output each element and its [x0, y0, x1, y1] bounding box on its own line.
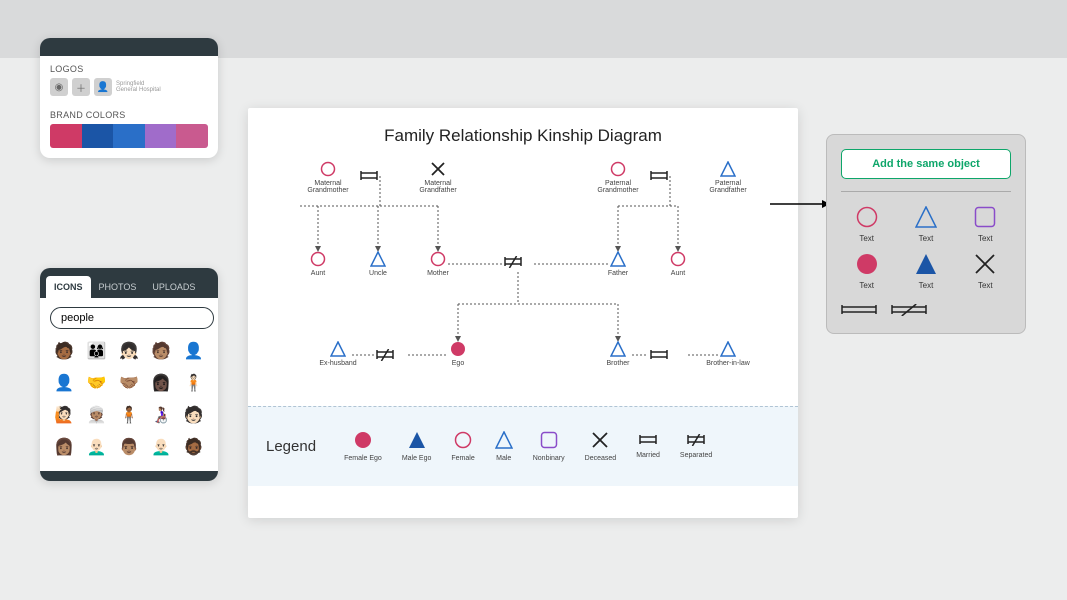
- legend-separated: Separated: [680, 434, 712, 459]
- connector-separated[interactable]: [504, 256, 522, 271]
- logos-label: LOGOS: [40, 56, 218, 78]
- node-pgmother[interactable]: Paternal Grandmother: [588, 161, 648, 194]
- connector-row: [841, 304, 1011, 319]
- asset-icon[interactable]: 👧🏻: [115, 337, 143, 365]
- legend-female-ego: Female Ego: [344, 431, 382, 462]
- asset-icon[interactable]: 🧑🏻: [180, 401, 208, 429]
- legend: Legend Female Ego Male Ego Female Male Nonbi…: [248, 406, 798, 486]
- asset-icon[interactable]: 🧑🏽: [147, 337, 175, 365]
- node-aunt1[interactable]: Aunt: [288, 251, 348, 277]
- legend-nonbinary: Nonbinary: [533, 431, 565, 462]
- node-brother[interactable]: Brother: [588, 341, 648, 367]
- logos-row: ◉ ＋ 👤 Springfield General Hospital: [40, 78, 218, 102]
- legend-male: Male: [495, 431, 513, 462]
- brand-panel: LOGOS ◉ ＋ 👤 Springfield General Hospital…: [40, 38, 218, 158]
- asset-icon[interactable]: 🤝🏽: [115, 369, 143, 397]
- separated-connector[interactable]: [891, 304, 927, 319]
- asset-icon[interactable]: 👤: [50, 369, 78, 397]
- color-swatch[interactable]: [145, 124, 177, 148]
- brand-colors-label: BRAND COLORS: [40, 102, 218, 124]
- asset-icon[interactable]: 🧍🏾: [115, 401, 143, 429]
- connector-married[interactable]: [650, 170, 668, 185]
- add-same-object-button[interactable]: Add the same object: [841, 149, 1011, 179]
- node-aunt2[interactable]: Aunt: [648, 251, 708, 277]
- diagram-canvas[interactable]: Family Relationship Kinship Diagram Mate…: [248, 108, 798, 518]
- logo-plus-icon[interactable]: ＋: [72, 78, 90, 96]
- color-swatch[interactable]: [82, 124, 114, 148]
- tab-photos[interactable]: PHOTOS: [91, 276, 145, 298]
- asset-icon[interactable]: 🙋🏻: [50, 401, 78, 429]
- color-swatch[interactable]: [176, 124, 208, 148]
- node-mother[interactable]: Mother: [408, 251, 468, 277]
- diagram-title: Family Relationship Kinship Diagram: [248, 108, 798, 156]
- brand-swatches: [40, 124, 218, 148]
- divider: [841, 191, 1011, 192]
- object-panel: Add the same object TextTextTextTextText…: [826, 134, 1026, 334]
- node-bil[interactable]: Brother-in-law: [698, 341, 758, 367]
- connector-married[interactable]: [360, 170, 378, 185]
- asset-icon[interactable]: 🧑🏾: [50, 337, 78, 365]
- connector-married[interactable]: [650, 349, 668, 364]
- connector-separated[interactable]: [376, 349, 394, 364]
- object-option[interactable]: Text: [900, 253, 951, 290]
- node-mgmother[interactable]: Maternal Grandmother: [298, 161, 358, 194]
- legend-title: Legend: [266, 438, 316, 455]
- logo-camera-icon[interactable]: ◉: [50, 78, 68, 96]
- object-option[interactable]: Text: [960, 253, 1011, 290]
- asset-icon[interactable]: 🧍🏻: [180, 369, 208, 397]
- asset-tabs: ICONSPHOTOSUPLOADS: [40, 276, 218, 298]
- asset-icon[interactable]: 👨🏻‍🦲: [82, 433, 110, 461]
- asset-icon[interactable]: 👩🏽: [50, 433, 78, 461]
- legend-male-ego: Male Ego: [402, 431, 432, 462]
- node-mgfather[interactable]: Maternal Grandfather: [408, 161, 468, 194]
- object-option[interactable]: Text: [960, 206, 1011, 243]
- asset-icon[interactable]: 👤: [180, 337, 208, 365]
- node-exhusband[interactable]: Ex-husband: [308, 341, 368, 367]
- asset-icon[interactable]: 👳🏽: [82, 401, 110, 429]
- legend-deceased: Deceased: [585, 431, 617, 462]
- asset-icon[interactable]: 🤝: [82, 369, 110, 397]
- asset-icon[interactable]: 👨🏻‍🦲: [147, 433, 175, 461]
- married-connector[interactable]: [841, 304, 877, 319]
- asset-icon[interactable]: 👩🏽‍🦽: [147, 401, 175, 429]
- tab-icons[interactable]: ICONS: [46, 276, 91, 298]
- object-option[interactable]: Text: [841, 206, 892, 243]
- asset-icon[interactable]: 🧔🏾: [180, 433, 208, 461]
- pointer-arrow: [770, 198, 830, 210]
- asset-icon[interactable]: 👨🏽: [115, 433, 143, 461]
- logo-person-icon[interactable]: 👤: [94, 78, 112, 96]
- object-option[interactable]: Text: [900, 206, 951, 243]
- color-swatch[interactable]: [113, 124, 145, 148]
- asset-icon[interactable]: 👨‍👩‍👦: [82, 337, 110, 365]
- search-input[interactable]: [50, 307, 214, 329]
- hospital-name: Springfield General Hospital: [116, 81, 161, 93]
- legend-married: Married: [636, 434, 660, 459]
- object-option[interactable]: Text: [841, 253, 892, 290]
- node-father[interactable]: Father: [588, 251, 648, 277]
- asset-panel: ICONSPHOTOSUPLOADS 🧑🏾👨‍👩‍👦👧🏻🧑🏽👤👤🤝🤝🏽👩🏿🧍🏻🙋…: [40, 268, 218, 481]
- tab-uploads[interactable]: UPLOADS: [144, 276, 203, 298]
- asset-icon[interactable]: 👩🏿: [147, 369, 175, 397]
- diagram-area[interactable]: Maternal Grandmother Maternal Grandfather…: [248, 156, 798, 406]
- legend-female: Female: [451, 431, 474, 462]
- node-ego[interactable]: Ego: [428, 341, 488, 367]
- icon-grid: 🧑🏾👨‍👩‍👦👧🏻🧑🏽👤👤🤝🤝🏽👩🏿🧍🏻🙋🏻👳🏽🧍🏾👩🏽‍🦽🧑🏻👩🏽👨🏻‍🦲👨🏽…: [40, 337, 218, 471]
- node-pgfather[interactable]: Paternal Grandfather: [698, 161, 758, 194]
- node-uncle[interactable]: Uncle: [348, 251, 408, 277]
- color-swatch[interactable]: [50, 124, 82, 148]
